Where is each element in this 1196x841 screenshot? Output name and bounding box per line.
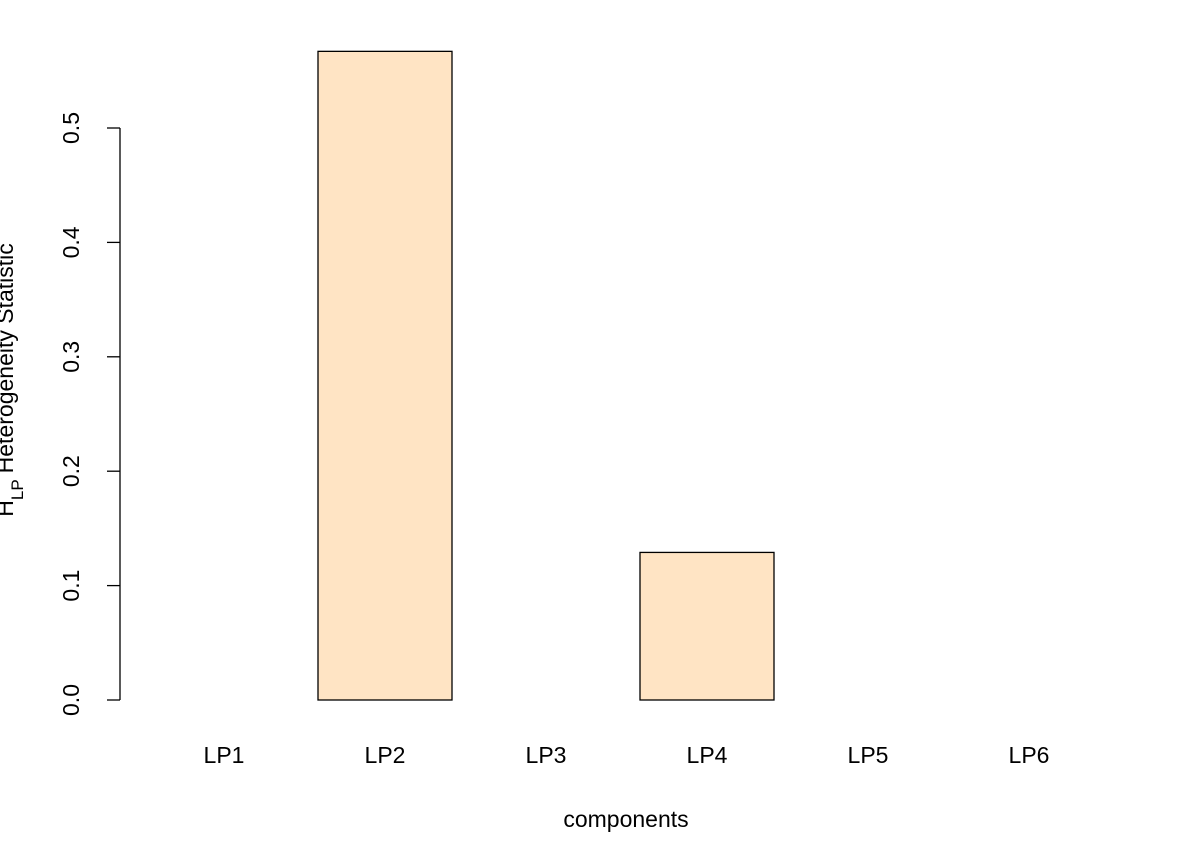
y-tick-label: 0.4 xyxy=(58,226,84,258)
y-tick-label: 0.1 xyxy=(58,570,84,602)
x-tick-label: LP6 xyxy=(1009,742,1050,768)
bar xyxy=(639,551,775,701)
y-axis-label-main: H xyxy=(0,500,18,517)
x-tick-label: LP2 xyxy=(365,742,406,768)
x-tick-label: LP4 xyxy=(687,742,728,768)
bar xyxy=(317,50,453,701)
x-tick-label: LP1 xyxy=(204,742,245,768)
y-tick-label: 0.5 xyxy=(58,112,84,144)
x-tick-label: LP3 xyxy=(526,742,567,768)
x-axis-label: components xyxy=(563,806,688,832)
y-tick-label: 0.0 xyxy=(58,684,84,716)
x-tick-label: LP5 xyxy=(848,742,889,768)
y-tick-label: 0.3 xyxy=(58,341,84,373)
y-axis-label: HLP Heterogeneity Statistic xyxy=(0,243,27,517)
y-axis-label-text: Heterogeneity Statistic xyxy=(0,243,18,473)
y-tick-label: 0.2 xyxy=(58,455,84,487)
y-axis-label-subscript: LP xyxy=(8,479,27,500)
